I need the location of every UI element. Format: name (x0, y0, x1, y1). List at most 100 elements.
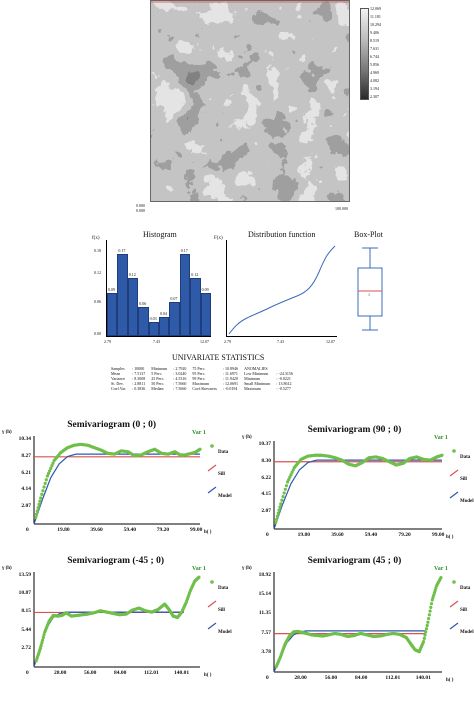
stats-value: : 12.0691 (222, 381, 239, 386)
data-point (423, 633, 427, 637)
variogram-x-tick: 56.00 (324, 675, 338, 681)
data-point (39, 643, 43, 648)
variogram-y-label: γ (h) (2, 566, 12, 571)
variogram-var-label: Var 1 (434, 566, 448, 572)
legend-marker (207, 486, 217, 494)
distribution-x-tick: 2.79 (224, 339, 231, 344)
variogram-y-tick: 8.30 (261, 457, 271, 464)
histogram-y-label: f(x) (92, 236, 100, 241)
histogram-bar-label: 0.17 (118, 248, 126, 254)
stats-key: Small Minimum (244, 381, 271, 386)
variogram-y-tick: 8.27 (21, 452, 31, 459)
model-curve (33, 453, 200, 525)
map-image (151, 1, 349, 201)
histogram-y-tick: 0.00 (94, 331, 101, 336)
variogram-var-label: Var 1 (434, 435, 448, 441)
data-point (285, 480, 290, 484)
colorbar-tick: 10.294 (370, 22, 381, 27)
variogram-y-tick: 10.87 (18, 590, 31, 597)
legend-marker (207, 600, 217, 608)
histogram-bar (179, 254, 191, 336)
data-point (284, 484, 289, 488)
legend-marker (210, 580, 214, 584)
stats-value: : 2.8811 (132, 381, 146, 386)
distribution-title: Distribution function (248, 230, 316, 239)
variogram-y-label: γ (h) (242, 566, 252, 571)
variogram-title: Semivariogram (90 ; 0) (307, 425, 402, 435)
stats-row: St. Dev.: 2.8811 50 Perc.: 7.5660 Maximum:… (108, 381, 296, 386)
simulation-map (150, 0, 350, 202)
data-point (424, 627, 429, 631)
colorbar-tick: 4.082 (370, 78, 379, 83)
histogram-bar-label: 0.09 (201, 286, 209, 292)
variogram-x-tick: 79.20 (156, 527, 170, 533)
data-point (429, 602, 434, 606)
distribution-x-tick: 7.43 (277, 339, 284, 344)
data-point (279, 502, 283, 506)
stats-value: : -0.0221 (276, 376, 291, 381)
data-point (283, 487, 287, 491)
histogram-title: Histogram (143, 230, 177, 239)
stats-key: Coef.Skewness (192, 386, 217, 391)
histogram-bar-label: 0.12 (128, 272, 136, 278)
stats-key: Maximum (244, 386, 261, 391)
variogram-x-label: h( ) (204, 530, 212, 535)
variogram-origin: 0 (266, 675, 269, 681)
histogram-bar (127, 278, 139, 336)
variogram-x-tick: 56.00 (83, 670, 97, 676)
data-point (198, 447, 202, 451)
histogram-bar (107, 292, 118, 336)
data-point (427, 616, 431, 621)
stats-value: : 7.5137 (132, 371, 146, 376)
variogram-y-tick: 4.15 (261, 491, 271, 498)
variogram-y-tick: 10.37 (258, 441, 271, 447)
variogram-origin: 0 (26, 527, 29, 533)
stats-key: Low Minimum (244, 371, 269, 376)
variogram-y-tick: 10.34 (18, 436, 31, 442)
stats-value: : 11.9420 (222, 376, 238, 381)
legend-marker (207, 622, 217, 630)
colorbar-tick: 2.307 (370, 94, 379, 99)
histogram-x-tick: 7.43 (153, 339, 160, 344)
data-point (282, 491, 286, 495)
colorbar-tick: 11.181 (370, 14, 381, 19)
data-point (51, 461, 55, 465)
variogram-y-tick: 6.22 (261, 474, 271, 481)
data-point (42, 633, 46, 637)
data-point (38, 499, 42, 503)
stats-key: Mean (111, 371, 121, 376)
variogram-x-tick: 28.00 (294, 675, 307, 681)
stats-value: : 0.3836 (132, 386, 146, 391)
colorbar-tick: 4.969 (370, 70, 379, 75)
histogram-bar (200, 292, 211, 336)
boxplot-title: Box-Plot (354, 230, 383, 239)
data-point (197, 575, 201, 579)
variogram-panel-90-0: Semivariogram (90 ; 0) γ (h) h( ) Var 1 10.3… (240, 425, 474, 553)
variogram-x-label: h( ) (204, 673, 212, 678)
histogram-y-tick: 0.12 (94, 270, 101, 275)
variogram-x-tick: 112.01 (385, 675, 401, 681)
colorbar-tick: 5.856 (370, 62, 379, 67)
legend-label: Sill (460, 608, 467, 613)
histogram-y-tick: 0.06 (94, 299, 101, 304)
stats-value: : -24.3156 (276, 371, 293, 376)
stats-value: : -0.0194 (222, 386, 238, 391)
legend-marker (210, 444, 214, 448)
variogram-y-tick: 2.72 (21, 644, 31, 651)
variogram-panel-45-0: Semivariogram (45 ; 0) γ (h) h( ) Var 1 18.9… (240, 556, 474, 696)
histogram-bar-label: 0.17 (180, 248, 188, 254)
stats-row: Samples: 10000 Minimum: 2.7920 75 Perc.: 1… (108, 366, 296, 371)
variogram-y-tick: 4.14 (21, 486, 31, 493)
model-curve (273, 459, 442, 530)
data-point (439, 576, 443, 580)
stats-value: : 11.6971 (222, 371, 238, 376)
map-corner-bottom-left: 0.000 (136, 208, 145, 213)
legend-label: Data (218, 450, 229, 455)
variogram-x-tick: 28.00 (53, 670, 67, 676)
histogram-bar (169, 302, 180, 336)
variogram-x-tick: 99.00 (432, 532, 445, 538)
svg-text:x: x (368, 293, 371, 298)
variogram-x-tick: 140.01 (415, 675, 431, 681)
variogram-y-tick: 8.15 (21, 608, 31, 615)
histogram-bar (159, 316, 170, 336)
